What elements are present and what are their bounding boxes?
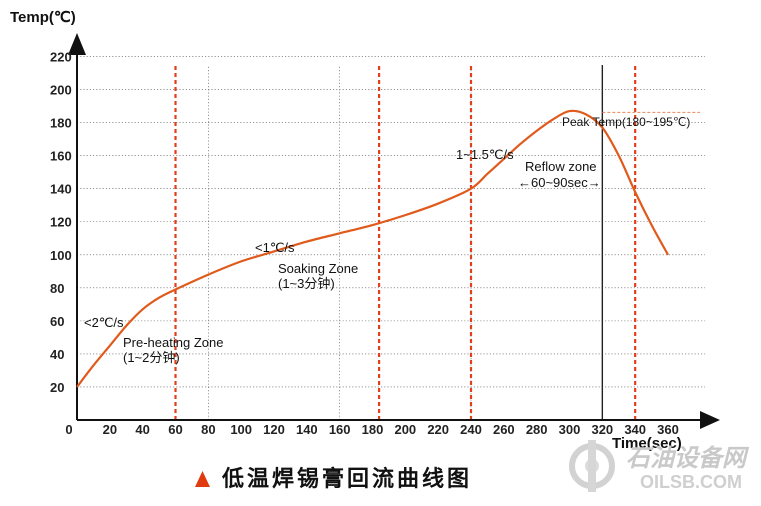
- x-tick-100: 100: [230, 422, 252, 437]
- y-tick-60: 60: [50, 314, 64, 329]
- x-axis-title: Time(sec): [612, 435, 682, 452]
- x-tick-200: 200: [394, 422, 416, 437]
- anno-peak-temp: Peak Temp(180~195℃): [562, 115, 690, 129]
- y-tick-120: 120: [50, 215, 72, 230]
- y-tick-160: 160: [50, 149, 72, 164]
- x-tick-120: 120: [263, 422, 285, 437]
- x-tick-320: 320: [591, 422, 613, 437]
- x-tick-20: 20: [103, 422, 117, 437]
- y-tick-100: 100: [50, 248, 72, 263]
- x-tick-220: 220: [427, 422, 449, 437]
- y-tick-40: 40: [50, 347, 64, 362]
- anno-soak-zone: Soaking Zone: [278, 261, 358, 276]
- x-axis-arrow-icon: [700, 411, 720, 429]
- x-tick-360: 360: [657, 422, 679, 437]
- x-tick-40: 40: [135, 422, 149, 437]
- anno-preheat-zone: Pre-heating Zone: [123, 335, 223, 350]
- temperature-curve: [76, 109, 669, 388]
- y-tick-80: 80: [50, 281, 64, 296]
- x-tick-300: 300: [559, 422, 581, 437]
- watermark-logo-icon: [569, 440, 615, 492]
- watermark-cn: 石油设备网: [626, 443, 750, 472]
- y-tick-20: 20: [50, 380, 64, 395]
- grid: [77, 56, 705, 420]
- y-tick-220: 220: [50, 50, 72, 65]
- x-tick-260: 260: [493, 422, 515, 437]
- x-tick-60: 60: [168, 422, 182, 437]
- y-tick-200: 200: [50, 83, 72, 98]
- y-tick-140: 140: [50, 182, 72, 197]
- x-tick-240: 240: [460, 422, 482, 437]
- x-tick-80: 80: [201, 422, 215, 437]
- anno-preheat-time: (1~2分钟): [123, 350, 180, 365]
- watermark-en: OILSB.COM: [640, 472, 742, 492]
- anno-rate-reflow: 1~1.5℃/s: [456, 147, 514, 162]
- x-tick-140: 140: [296, 422, 318, 437]
- x-tick-340: 340: [624, 422, 646, 437]
- anno-soak-time: (1~3分钟): [278, 276, 335, 291]
- y-tick-labels: 20 40 60 80 100 120 140 160 180 200 220: [50, 50, 72, 395]
- zone-lines: [174, 65, 700, 420]
- anno-rate-soak: <1℃/s: [255, 240, 295, 255]
- axes: [68, 33, 720, 429]
- x-tick-0: 0: [65, 422, 72, 437]
- caption-triangle-icon: [195, 471, 210, 487]
- x-tick-labels: 0 20 40 60 80 100 120 140 160 180 200 220 240 260 280 3…: [65, 422, 678, 437]
- x-tick-160: 160: [329, 422, 351, 437]
- watermark: 石油设备网 OILSB.COM: [569, 440, 750, 492]
- anno-reflow-time: ←60~90sec→: [518, 175, 601, 190]
- x-tick-180: 180: [362, 422, 384, 437]
- y-axis-arrow-icon: [68, 33, 86, 55]
- anno-reflow-zone: Reflow zone: [525, 159, 597, 174]
- y-axis-title: Temp(℃): [10, 9, 76, 26]
- y-tick-180: 180: [50, 116, 72, 131]
- anno-rate-preheat: <2℃/s: [84, 315, 124, 330]
- x-tick-280: 280: [526, 422, 548, 437]
- caption-title: 低温焊锡膏回流曲线图: [221, 466, 472, 492]
